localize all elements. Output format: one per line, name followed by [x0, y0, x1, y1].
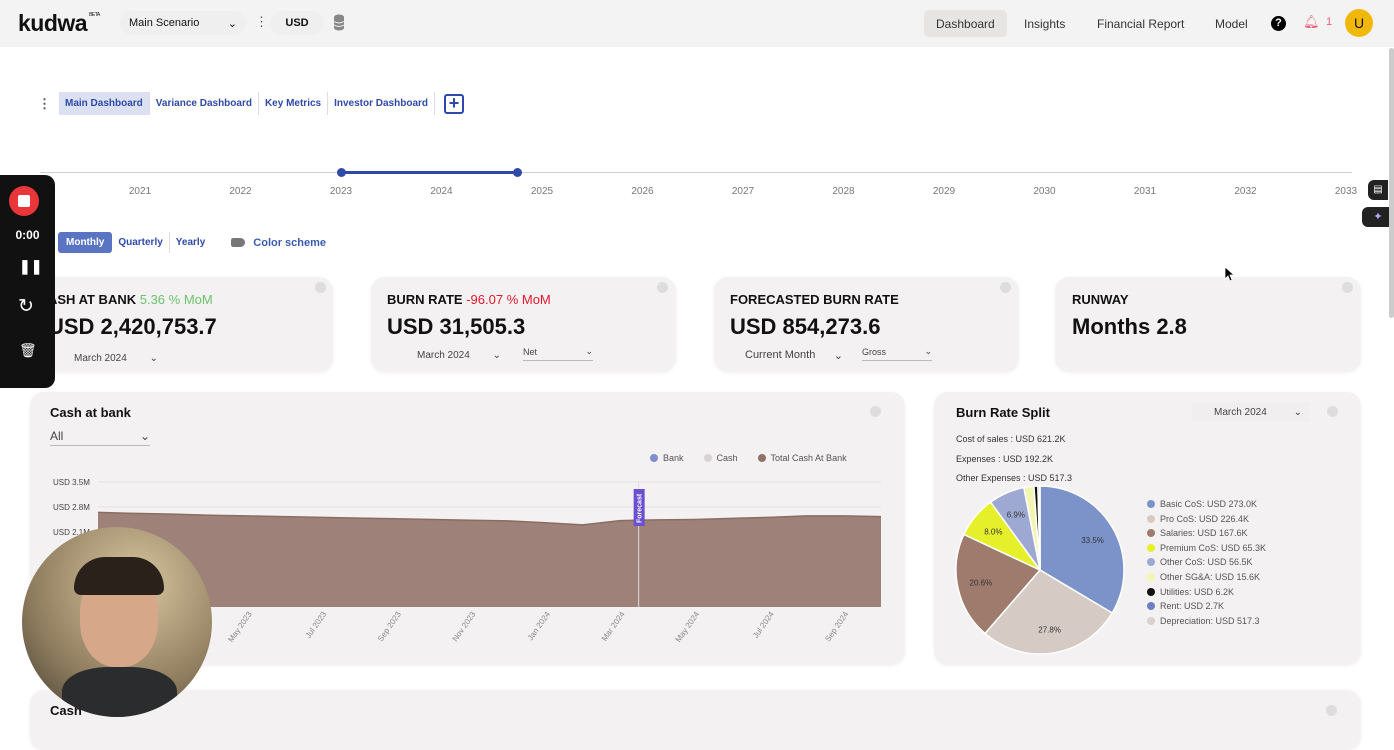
pie-legend-item[interactable]: Rent: USD 2.7K	[1147, 601, 1266, 611]
timeline-year[interactable]: 2032	[1234, 186, 1256, 197]
legend-label: Other SG&A: USD 15.6K	[1160, 572, 1260, 582]
legend-label: Pro CoS: USD 226.4K	[1160, 514, 1249, 524]
info-icon[interactable]	[1342, 282, 1353, 293]
nav-financial-report[interactable]: Financial Report	[1085, 10, 1196, 37]
legend-dot	[1147, 558, 1155, 566]
x-tick-label: May 2024	[674, 610, 702, 644]
kpi-title: RUNWAY	[1072, 292, 1129, 307]
legend-dot	[1147, 529, 1155, 537]
trash-icon[interactable]: 🗑︎	[19, 342, 37, 359]
pie-legend: Basic CoS: USD 273.0K Pro CoS: USD 226.4K…	[1147, 499, 1266, 630]
pie-legend-item[interactable]: Salaries: USD 167.6K	[1147, 528, 1266, 538]
document-icon[interactable]: ▤	[1368, 180, 1388, 200]
legend-label: Other CoS: USD 56.5K	[1160, 557, 1253, 567]
info-icon[interactable]	[1327, 406, 1338, 417]
info-icon[interactable]	[1326, 705, 1337, 716]
pie-pct-label: 6.9%	[1007, 511, 1025, 520]
mouse-cursor-icon	[1224, 266, 1234, 282]
y-tick-label: USD 2.8M	[53, 503, 90, 512]
legend-label: Premium CoS: USD 65.3K	[1160, 543, 1266, 553]
bell-icon[interactable]: 🔔︎	[1303, 14, 1320, 30]
help-icon[interactable]: ?	[1271, 16, 1286, 31]
pie-pct-label: 33.5%	[1081, 536, 1104, 545]
pie-legend-item[interactable]: Other CoS: USD 56.5K	[1147, 557, 1266, 567]
x-tick-label: Mar 2024	[600, 610, 627, 643]
restart-icon[interactable]: ↻	[18, 295, 34, 318]
pie-legend-item[interactable]: Depreciation: USD 517.3	[1147, 616, 1266, 626]
legend-dot	[1147, 515, 1155, 523]
nav-model[interactable]: Model	[1203, 10, 1260, 37]
x-tick-label: Sep 2023	[376, 610, 403, 644]
chevron-down-icon: ⌄	[1294, 407, 1302, 418]
x-tick-label: May 2023	[226, 610, 254, 644]
kpi-runway: RUNWAY Months 2.8	[1055, 277, 1361, 372]
x-tick-label: Nov 2023	[450, 610, 477, 644]
stop-recording-button[interactable]	[9, 186, 39, 216]
pie-pct-label: 20.6%	[970, 579, 993, 588]
legend-dot	[1147, 617, 1155, 625]
chevron-down-icon: ⌄	[924, 346, 932, 357]
pie-pct-label: 27.8%	[1038, 626, 1061, 635]
pie-legend-item[interactable]: Utilities: USD 6.2K	[1147, 587, 1266, 597]
card-title: Burn Rate Split	[956, 405, 1050, 420]
x-tick-label: Jul 2023	[304, 610, 329, 640]
pie-pct-label: 8.0%	[984, 528, 1002, 537]
timeline-year[interactable]: 2033	[1335, 186, 1357, 197]
legend-label: Rent: USD 2.7K	[1160, 601, 1224, 611]
y-tick-label: USD 3.5M	[53, 478, 90, 487]
legend-dot	[1147, 588, 1155, 596]
recording-timer: 0:00	[0, 228, 55, 242]
month-select-label: March 2024	[1214, 407, 1267, 418]
burn-summary: Cost of sales : USD 621.2K Expenses : US…	[956, 430, 1072, 489]
notification-count: 1	[1326, 16, 1332, 28]
timeline-year[interactable]: 2031	[1134, 186, 1156, 197]
timeline-year[interactable]: 2030	[1033, 186, 1055, 197]
hair	[74, 557, 164, 595]
pie-legend-item[interactable]: Pro CoS: USD 226.4K	[1147, 514, 1266, 524]
scrollbar[interactable]	[1389, 48, 1394, 318]
nav-insights[interactable]: Insights	[1012, 10, 1077, 37]
legend-label: Utilities: USD 6.2K	[1160, 587, 1234, 597]
x-tick-label: Jan 2024	[526, 610, 553, 643]
forecast-label: Forecast	[637, 493, 644, 523]
pie-legend-item[interactable]: Basic CoS: USD 273.0K	[1147, 499, 1266, 509]
screen-recorder-widget: 0:00 ❚❚ ↻ 🗑︎	[0, 175, 55, 388]
info-icon[interactable]	[1000, 282, 1011, 293]
pause-icon[interactable]: ❚❚	[19, 258, 42, 275]
month-select[interactable]: March 2024 ⌄	[1192, 402, 1310, 422]
x-tick-label: Jul 2024	[751, 610, 776, 640]
timeline-year[interactable]: 2029	[933, 186, 955, 197]
legend-label: Depreciation: USD 517.3	[1160, 616, 1260, 626]
legend-dot	[1147, 500, 1155, 508]
summary-cost-of-sales: Cost of sales : USD 621.2K	[956, 430, 1072, 450]
kpi-value: Months 2.8	[1072, 314, 1187, 340]
pie-legend-item[interactable]: Other SG&A: USD 15.6K	[1147, 572, 1266, 582]
shirt	[62, 667, 177, 717]
x-tick-label: Sep 2024	[823, 610, 850, 644]
legend-dot	[1147, 602, 1155, 610]
legend-dot	[1147, 544, 1155, 552]
webcam-overlay[interactable]	[22, 527, 212, 717]
area-total-cash-at-bank[interactable]	[98, 512, 881, 607]
cash-flow-card: Cash	[30, 690, 1361, 750]
nav-dashboard[interactable]: Dashboard	[924, 10, 1007, 37]
legend-dot	[1147, 573, 1155, 581]
burn-rate-pie-chart: 33.5% 27.8% 20.6% 8.0% 6.9%	[950, 482, 1130, 662]
avatar[interactable]: U	[1345, 9, 1373, 37]
legend-label: Salaries: USD 167.6K	[1160, 528, 1248, 538]
pie-legend-item[interactable]: Premium CoS: USD 65.3K	[1147, 543, 1266, 553]
legend-label: Basic CoS: USD 273.0K	[1160, 499, 1257, 509]
summary-expenses: Expenses : USD 192.2K	[956, 450, 1072, 470]
